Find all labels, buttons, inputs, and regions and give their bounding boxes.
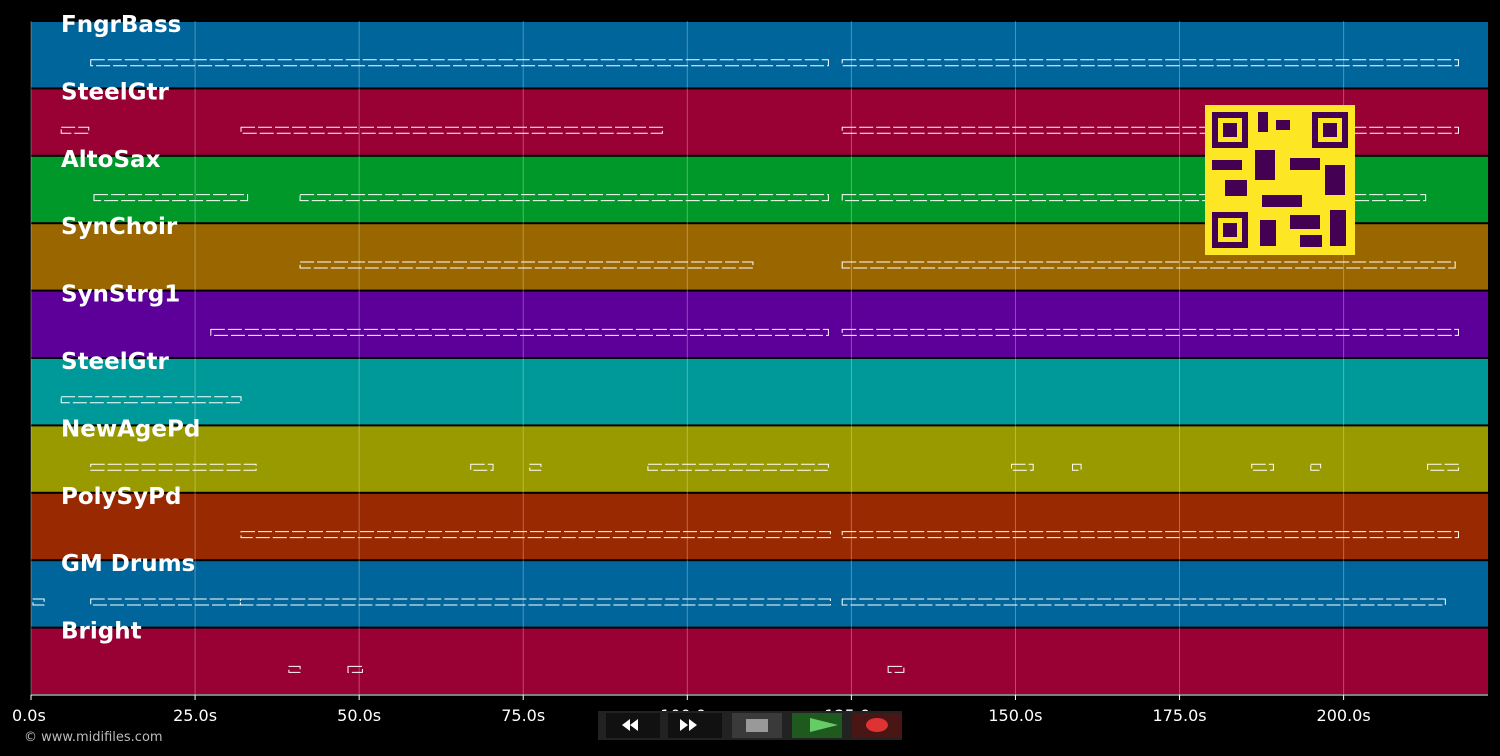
x-tick-label: 0.0s	[12, 706, 46, 725]
track-lane	[31, 426, 1488, 492]
track-lane	[31, 22, 1488, 88]
footer-credit: © www.midifiles.com	[24, 730, 163, 745]
note-span	[299, 261, 754, 269]
note-span	[841, 126, 1459, 134]
track-name: Bright	[61, 619, 142, 645]
track-name: FngrBass	[61, 12, 181, 38]
note-span	[299, 194, 829, 202]
note-span	[841, 59, 1459, 67]
track-lane	[31, 291, 1488, 357]
note-span	[1072, 463, 1082, 471]
grid	[30, 21, 1488, 700]
note-span	[60, 396, 242, 404]
track-name: GM Drums	[61, 551, 195, 577]
note-span	[1427, 463, 1459, 471]
note-span	[90, 59, 829, 67]
note-span	[239, 598, 831, 606]
note-span	[60, 126, 90, 134]
note-span	[841, 194, 1427, 202]
rewind-button[interactable]	[606, 713, 660, 738]
fast-forward-button[interactable]	[668, 713, 722, 738]
track-name: SteelGtr	[61, 79, 170, 105]
record-button[interactable]	[852, 713, 902, 738]
note-span	[470, 463, 494, 471]
note-span	[1251, 463, 1274, 471]
x-tick-label: 25.0s	[173, 706, 217, 725]
note-span	[347, 665, 363, 673]
note-span	[841, 328, 1459, 336]
note-span	[240, 126, 663, 134]
note-span	[32, 598, 45, 606]
play-button[interactable]	[792, 713, 842, 738]
note-span	[841, 598, 1446, 606]
note-span	[1011, 463, 1034, 471]
tracks	[31, 22, 1488, 694]
qr-code	[1205, 105, 1355, 255]
track-lane	[31, 561, 1488, 627]
note-span	[90, 598, 241, 606]
labels: FngrBass SteelGtr AltoSax SynChoir SynStrg1 S…	[12, 12, 1371, 725]
note-span	[841, 261, 1456, 269]
track-name: SynChoir	[61, 214, 178, 240]
note-span	[841, 531, 1459, 539]
note-span	[1310, 463, 1322, 471]
stop-button[interactable]	[732, 713, 782, 738]
track-lane	[31, 359, 1488, 425]
x-tick-label: 50.0s	[337, 706, 381, 725]
track-lane	[31, 628, 1488, 694]
x-tick-label: 150.0s	[988, 706, 1042, 725]
note-span	[288, 665, 301, 673]
x-tick-label: 75.0s	[501, 706, 545, 725]
track-name: SynStrg1	[61, 282, 180, 308]
playback-controls	[598, 711, 902, 740]
track-name: AltoSax	[61, 147, 161, 173]
track-name: SteelGtr	[61, 349, 170, 375]
track-name: PolySyPd	[61, 484, 181, 510]
note-span	[647, 463, 829, 471]
note-span	[210, 328, 829, 336]
x-tick-label: 200.0s	[1317, 706, 1371, 725]
note-span	[93, 194, 249, 202]
track-lane	[31, 493, 1488, 560]
note-span	[240, 531, 831, 539]
track-name: NewAgePd	[61, 416, 200, 442]
note-span	[887, 665, 905, 673]
x-tick-label: 175.0s	[1152, 706, 1206, 725]
note-span	[529, 463, 542, 471]
